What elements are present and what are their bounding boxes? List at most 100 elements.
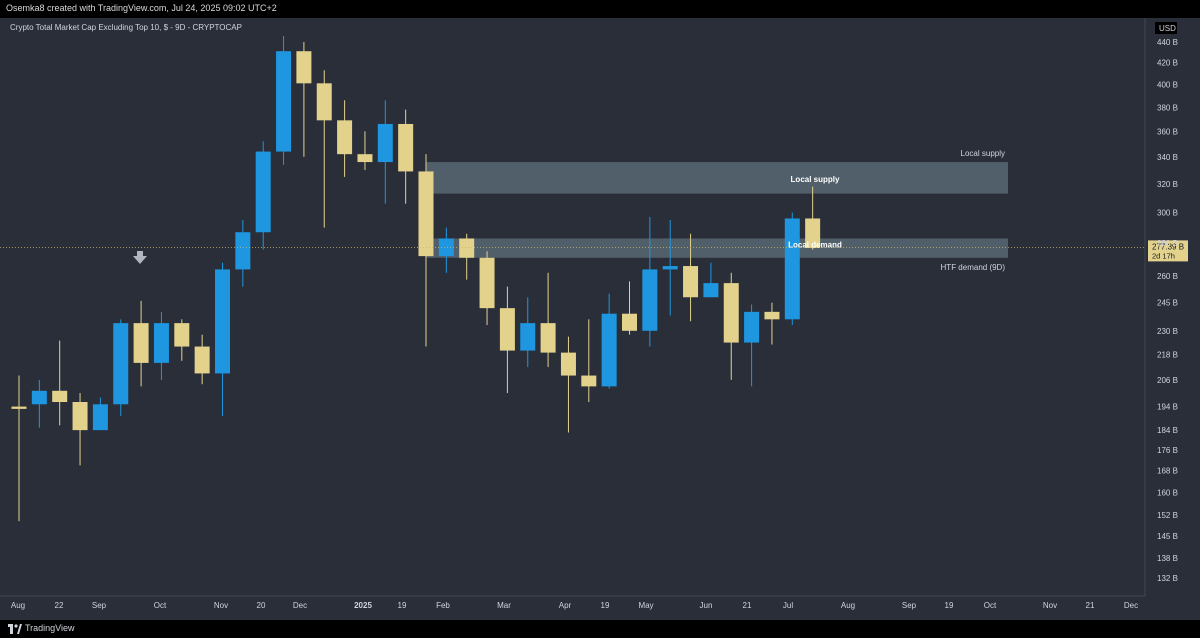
zone-box xyxy=(426,238,1008,258)
candle-body xyxy=(805,218,821,249)
zone-inner-label: Local demand xyxy=(788,240,842,249)
currency-badge xyxy=(1155,22,1177,34)
candle-body xyxy=(764,311,780,320)
candle-body xyxy=(316,83,332,121)
candle-body xyxy=(438,238,454,257)
x-tick-label: Aug xyxy=(11,601,25,610)
top-credit-bar: Osemka8 created with TradingView.com, Ju… xyxy=(0,0,1200,18)
candle-body xyxy=(581,375,597,387)
candle xyxy=(316,70,332,228)
y-tick-label: 176 B xyxy=(1157,446,1178,455)
candle xyxy=(438,227,454,273)
candle xyxy=(296,42,312,157)
y-tick-label: 168 B xyxy=(1157,467,1178,476)
zones-layer: Local supply HTF demand (9D) xyxy=(426,149,1008,272)
candle xyxy=(520,297,536,368)
candle xyxy=(662,219,678,316)
tradingview-brand: TradingView xyxy=(25,623,75,633)
candle-body xyxy=(459,238,475,258)
y-tick-label: 440 B xyxy=(1157,38,1178,47)
candle xyxy=(337,100,353,177)
x-tick-label: Nov xyxy=(214,601,228,610)
candle xyxy=(581,319,597,403)
candle-body xyxy=(153,323,169,363)
candle xyxy=(683,233,699,322)
candle xyxy=(744,304,760,387)
down-arrow-icon xyxy=(133,251,147,264)
candle-body xyxy=(499,308,515,351)
candle xyxy=(194,334,210,385)
x-tick-label: Oct xyxy=(154,601,167,610)
x-tick-label: 19 xyxy=(398,601,407,610)
candle xyxy=(459,233,475,280)
candle xyxy=(622,281,637,335)
candle-body xyxy=(622,313,637,331)
candle xyxy=(133,300,149,387)
x-tick-label: Nov xyxy=(1043,601,1057,610)
candle-body xyxy=(113,323,129,405)
candle xyxy=(357,131,373,171)
countdown-label: 2d 17h xyxy=(1152,251,1175,260)
candle-body xyxy=(662,266,678,270)
candle-body xyxy=(744,311,760,343)
candle-body xyxy=(601,313,617,387)
y-tick-label: 280 B xyxy=(1157,239,1178,248)
candle-body xyxy=(398,123,414,172)
price-line-layer: 277.39 B2d 17h xyxy=(0,240,1188,262)
candle-body xyxy=(377,123,393,163)
x-tick-label: Mar xyxy=(497,601,511,610)
zone-outer-label: HTF demand (9D) xyxy=(941,263,1006,272)
candle-body xyxy=(174,323,190,347)
candle xyxy=(784,212,800,326)
x-axis-layer: Aug 22 Sep Oct Nov 20 Dec 2025 19 Feb Mar Apr 19 May J… xyxy=(0,595,1145,610)
y-tick-label: 340 B xyxy=(1157,153,1178,162)
candle xyxy=(805,186,821,250)
candle xyxy=(723,272,739,380)
candle xyxy=(560,336,576,433)
currency-label: USD xyxy=(1159,24,1176,33)
candle-body xyxy=(683,266,699,298)
candle-body xyxy=(540,323,556,353)
candle xyxy=(398,109,414,204)
x-tick-label: Oct xyxy=(984,601,997,610)
x-tick-label: Aug xyxy=(841,601,855,610)
candles-layer xyxy=(11,35,821,522)
y-tick-label: 400 B xyxy=(1157,80,1178,89)
y-tick-label: 360 B xyxy=(1157,127,1178,136)
candle xyxy=(215,262,230,416)
candle xyxy=(153,311,169,380)
x-tick-label: 21 xyxy=(1086,601,1095,610)
candle xyxy=(479,251,495,326)
candle xyxy=(276,35,292,165)
x-tick-label: 2025 xyxy=(354,601,372,610)
candle-body xyxy=(296,51,312,84)
candle xyxy=(31,379,47,428)
marker-layer xyxy=(133,251,147,264)
x-tick-label: Jul xyxy=(783,601,793,610)
credit-text: Osemka8 created with TradingView.com, Ju… xyxy=(6,3,277,13)
y-axis-layer: 132 B 138 B 145 B 152 B 160 B 168 B 176 B 184 B… xyxy=(1144,18,1178,596)
y-tick-label: 300 B xyxy=(1157,209,1178,218)
candle-body xyxy=(520,323,536,351)
x-tick-label: Feb xyxy=(436,601,450,610)
y-tick-label: 230 B xyxy=(1157,327,1178,336)
zone-box xyxy=(426,162,1008,194)
candle xyxy=(418,154,434,347)
x-tick-label: 22 xyxy=(55,601,64,610)
candle-body xyxy=(194,346,210,374)
candle xyxy=(113,319,129,416)
candle xyxy=(377,100,393,204)
last-price-badge xyxy=(1148,240,1188,262)
y-tick-label: 152 B xyxy=(1157,511,1178,520)
y-tick-label: 380 B xyxy=(1157,103,1178,112)
candle xyxy=(52,340,68,426)
x-tick-label: Sep xyxy=(902,601,917,610)
candle-body xyxy=(703,283,719,298)
last-price-label: 277.39 B xyxy=(1152,242,1184,251)
x-tick-label: Apr xyxy=(559,601,572,610)
candle xyxy=(601,293,617,389)
candle xyxy=(540,272,556,368)
candle xyxy=(703,262,719,298)
candle-body xyxy=(31,390,47,405)
